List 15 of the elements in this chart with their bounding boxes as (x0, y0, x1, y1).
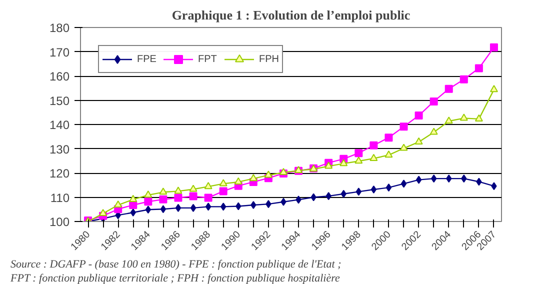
y-tick-label: 120 (49, 166, 70, 180)
chart-title: Graphique 1 : Evolution de l’emploi public (172, 8, 410, 22)
legend-label: FPE (137, 54, 157, 64)
y-tick-label: 130 (49, 142, 70, 156)
y-tick-label: 170 (49, 45, 70, 60)
legend-label: FPT (198, 54, 218, 64)
y-tick-label: 140 (49, 118, 70, 132)
y-tick-label: 110 (50, 190, 70, 205)
legend-label: FPH (259, 54, 279, 64)
text: FPT : fonction publique territoriale ; FPH : fonction publique hospitalière (10, 272, 340, 284)
y-tick-label: 100 (49, 215, 70, 229)
y-tick-label: 150 (49, 94, 70, 108)
y-tick-label: 180 (49, 21, 70, 35)
source-note: Source : DGAFP - (base 100 en 1980) - FPE : fonction publique de l'Etat ; (10, 258, 342, 270)
y-tick-label: 160 (49, 70, 70, 84)
